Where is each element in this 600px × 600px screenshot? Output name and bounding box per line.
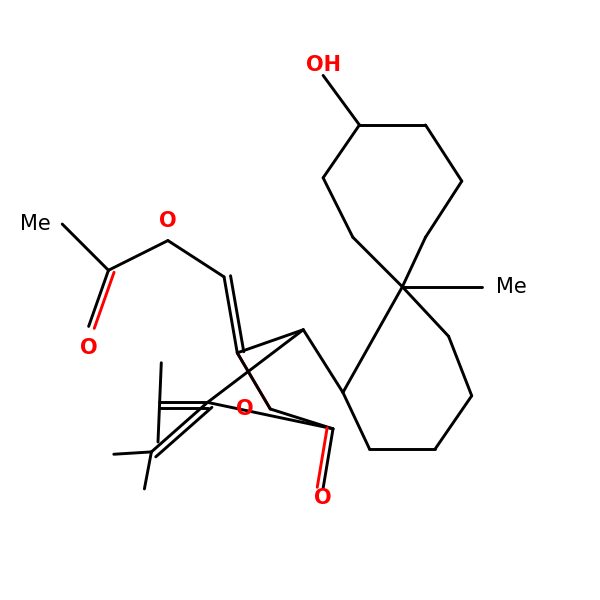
Text: O: O xyxy=(80,338,97,358)
Text: Me: Me xyxy=(20,214,50,234)
Text: Me: Me xyxy=(496,277,527,297)
Text: O: O xyxy=(314,488,332,508)
Text: OH: OH xyxy=(305,55,341,76)
Text: O: O xyxy=(236,399,254,419)
Text: O: O xyxy=(159,211,177,230)
